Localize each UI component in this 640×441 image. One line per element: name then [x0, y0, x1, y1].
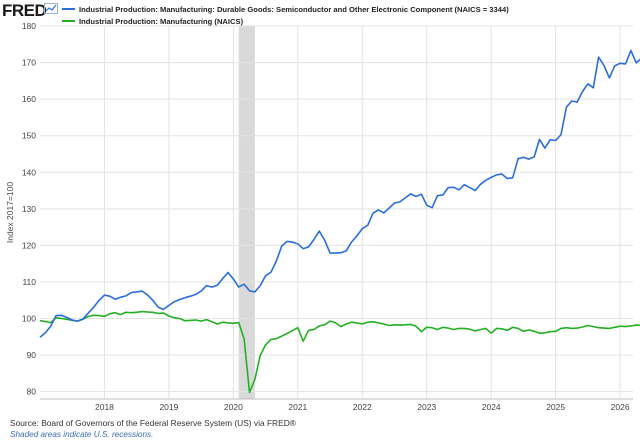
x-tick-label-2026: 2026 — [611, 402, 630, 412]
source-note: Source: Board of Governors of the Federa… — [10, 418, 296, 428]
y-tick-label-170: 170 — [22, 58, 36, 68]
y-axis-label: Index 2017=100 — [5, 182, 15, 243]
y-tick-label-180: 180 — [22, 21, 36, 31]
y-tick-label-110: 110 — [22, 277, 36, 287]
legend-item-series-1[interactable]: Industrial Production: Manufacturing: Du… — [62, 3, 509, 15]
x-tick-label-2025: 2025 — [546, 402, 565, 412]
legend-swatch-series-1 — [62, 8, 75, 10]
legend: Industrial Production: Manufacturing: Du… — [62, 3, 509, 27]
y-tick-label-90: 90 — [27, 350, 37, 360]
x-tick-label-2020: 2020 — [224, 402, 243, 412]
y-tick-label-160: 160 — [22, 94, 36, 104]
recession-band-0 — [238, 26, 255, 399]
x-tick-label-2023: 2023 — [417, 402, 436, 412]
y-tick-label-80: 80 — [27, 387, 37, 397]
legend-item-series-2[interactable]: Industrial Production: Manufacturing (NA… — [62, 15, 509, 27]
y-tick-label-120: 120 — [22, 240, 36, 250]
legend-label-series-1: Industrial Production: Manufacturing: Du… — [79, 4, 509, 14]
legend-swatch-series-2 — [62, 20, 75, 22]
x-tick-label-2019: 2019 — [159, 402, 178, 412]
x-tick-label-2024: 2024 — [482, 402, 501, 412]
recession-note: Shaded areas indicate U.S. recessions. — [10, 430, 154, 439]
legend-label-series-2: Industrial Production: Manufacturing (NA… — [79, 16, 244, 26]
y-tick-label-100: 100 — [22, 314, 36, 324]
x-tick-label-2018: 2018 — [95, 402, 114, 412]
y-tick-label-140: 140 — [22, 167, 36, 177]
series-line-2 — [39, 310, 640, 394]
series-line-1 — [39, 49, 640, 338]
x-tick-label-2021: 2021 — [288, 402, 307, 412]
chart-line-icon — [44, 3, 58, 14]
fred-logo[interactable]: FRED — [2, 1, 47, 20]
y-tick-label-150: 150 — [22, 131, 36, 141]
y-tick-label-130: 130 — [22, 204, 36, 214]
x-tick-label-2022: 2022 — [353, 402, 372, 412]
